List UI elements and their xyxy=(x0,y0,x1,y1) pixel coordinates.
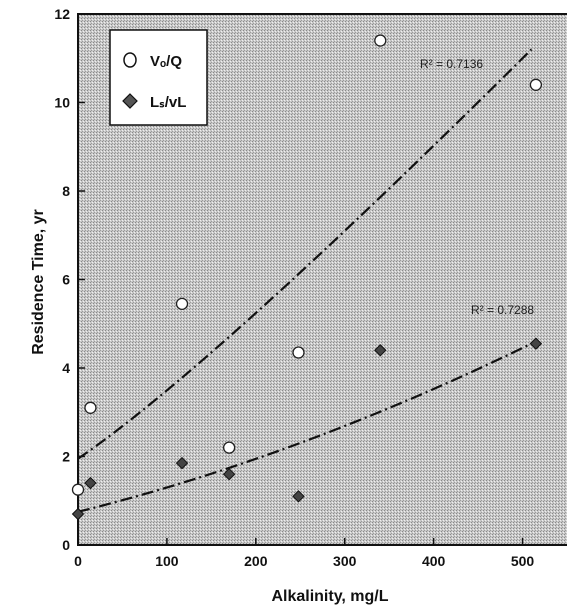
legend-circle-icon xyxy=(123,52,137,68)
x-tick-label: 200 xyxy=(244,553,268,569)
y-tick-label: 4 xyxy=(62,360,70,376)
legend-label-series-1: Vₒ/Q xyxy=(150,53,182,70)
x-tick-label: 500 xyxy=(511,553,535,569)
data-point-series-1 xyxy=(71,483,85,496)
r2-label-series-1: R² = 0.7136 xyxy=(420,57,483,71)
data-point-series-1 xyxy=(374,34,387,47)
data-point-series-2 xyxy=(222,467,236,481)
y-tick-label: 8 xyxy=(62,183,70,199)
y-tick-label: 6 xyxy=(62,272,70,288)
data-point-series-1 xyxy=(529,78,543,91)
data-point-series-1 xyxy=(175,297,189,310)
r2-label-series-2: R² = 0.7288 xyxy=(471,303,534,317)
y-axis-title: Residence Time, yr xyxy=(30,209,47,355)
legend-label-series-2: Lₛ/vL xyxy=(150,94,186,111)
legend-diamond-icon xyxy=(122,93,138,109)
data-point-series-2 xyxy=(529,337,543,350)
data-point-series-2 xyxy=(84,476,97,490)
data-point-series-1 xyxy=(222,441,236,454)
y-tick-label: 10 xyxy=(54,95,70,111)
x-tick-label: 400 xyxy=(422,553,446,569)
data-point-series-2 xyxy=(374,344,387,357)
data-point-series-2 xyxy=(71,507,85,521)
data-point-series-2 xyxy=(175,456,189,470)
data-point-series-1 xyxy=(292,346,305,359)
data-point-series-2 xyxy=(292,490,305,503)
legend: Vₒ/Q Lₛ/vL xyxy=(109,29,208,126)
x-tick-label: 100 xyxy=(155,553,179,569)
y-tick-label: 12 xyxy=(54,6,70,22)
x-tick-label: 0 xyxy=(74,553,82,569)
x-axis-title: Alkalinity, mg/L xyxy=(271,588,388,605)
y-tick-label: 0 xyxy=(62,537,70,553)
data-point-series-1 xyxy=(84,401,97,414)
trendline-series-1 xyxy=(77,48,533,460)
x-tick-label: 300 xyxy=(333,553,357,569)
y-tick-label: 2 xyxy=(62,449,70,465)
